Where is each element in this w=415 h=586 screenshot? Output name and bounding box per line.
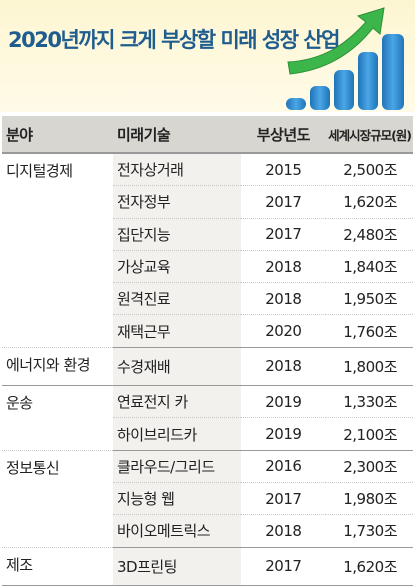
cell-tech: 집단지능 xyxy=(112,218,241,251)
cell-field: 제조 xyxy=(2,547,113,586)
table-row: 원격진료 2018 1,950조 xyxy=(2,282,413,316)
table-row: 하이브리드카 2019 2,100조 xyxy=(2,417,413,451)
cell-tech: 바이오메트릭스 xyxy=(112,514,241,548)
table-row: 에너지와 환경 수경재배 2018 1,800조 xyxy=(2,347,413,387)
growth-bar-4 xyxy=(358,52,378,110)
growth-bar-5 xyxy=(382,34,404,110)
cell-tech: 전자정부 xyxy=(112,185,241,219)
cell-year: 2017 xyxy=(240,482,327,516)
cell-field: 정보통신 xyxy=(2,450,113,548)
cell-year: 2018 xyxy=(240,347,327,387)
cell-tech: 전자상거래 xyxy=(112,153,241,187)
cell-tech: 3D프린팅 xyxy=(112,547,241,586)
table-row: 바이오메트릭스 2018 1,730조 xyxy=(2,514,413,548)
table-body: 디지털경제 전자상거래 2015 2,500조 전자정부 2017 1,620조 집단지능 20… xyxy=(2,153,413,586)
cell-year: 2018 xyxy=(240,514,327,548)
cell-tech: 지능형 웹 xyxy=(112,482,241,516)
table-row: 전자정부 2017 1,620조 xyxy=(2,185,413,219)
cell-year: 2016 xyxy=(240,450,327,483)
table-row: 가상교육 2018 1,840조 xyxy=(2,250,413,284)
growth-bars-arrow-icon xyxy=(286,7,404,110)
cell-tech: 가상교육 xyxy=(112,250,241,284)
cell-tech: 연료전지 카 xyxy=(112,385,241,419)
header-banner: 2020년까지 크게 부상할 미래 성장 산업 xyxy=(0,0,415,112)
page-title: 2020년까지 크게 부상할 미래 성장 산업 xyxy=(8,28,340,52)
industry-table: 분야 미래기술 부상년도 세계시장규모(원) 디지털경제 전자상거래 2015 2,5… xyxy=(2,116,413,586)
table-row: 정보통신 클라우드/그리드 2016 2,300조 xyxy=(2,450,413,548)
table-header-row: 분야 미래기술 부상년도 세계시장규모(원) xyxy=(2,116,413,154)
cell-tech: 재택근무 xyxy=(112,314,241,348)
header-year: 부상년도 xyxy=(240,116,327,154)
cell-year: 2018 xyxy=(240,250,327,284)
cell-field: 디지털경제 xyxy=(2,153,113,348)
cell-size: 1,760조 xyxy=(326,314,413,348)
header-size: 세계시장규모(원) xyxy=(326,116,413,154)
cell-year: 2020 xyxy=(240,314,327,348)
cell-tech: 클라우드/그리드 xyxy=(112,450,241,483)
table-row: 디지털경제 전자상거래 2015 2,500조 xyxy=(2,153,413,348)
cell-size: 2,500조 xyxy=(326,153,413,187)
growth-bar-1 xyxy=(286,98,306,110)
cell-year: 2019 xyxy=(240,385,327,419)
table-row: 집단지능 2017 2,480조 xyxy=(2,218,413,251)
cell-size: 2,480조 xyxy=(326,218,413,251)
cell-size: 1,950조 xyxy=(326,282,413,316)
cell-year: 2017 xyxy=(240,185,327,219)
growth-bar-2 xyxy=(310,86,330,110)
cell-year: 2015 xyxy=(240,153,327,187)
cell-size: 1,620조 xyxy=(326,547,413,586)
cell-size: 1,840조 xyxy=(326,250,413,284)
cell-size: 2,300조 xyxy=(326,450,413,483)
cell-size: 2,100조 xyxy=(326,417,413,451)
table-row: 제조 3D프린팅 2017 1,620조 xyxy=(2,547,413,586)
cell-size: 1,980조 xyxy=(326,482,413,516)
cell-year: 2018 xyxy=(240,282,327,316)
cell-size: 1,800조 xyxy=(326,347,413,387)
cell-tech: 원격진료 xyxy=(112,282,241,316)
cell-tech: 수경재배 xyxy=(112,347,241,387)
header-field: 분야 xyxy=(2,116,113,154)
cell-year: 2019 xyxy=(240,417,327,451)
table-row: 지능형 웹 2017 1,980조 xyxy=(2,482,413,516)
growth-bar-3 xyxy=(334,70,354,110)
cell-tech: 하이브리드카 xyxy=(112,417,241,451)
cell-year: 2017 xyxy=(240,547,327,586)
header-tech: 미래기술 xyxy=(112,116,241,154)
cell-field: 운송 xyxy=(2,385,113,451)
table-row: 재택근무 2020 1,760조 xyxy=(2,314,413,348)
cell-field: 에너지와 환경 xyxy=(2,347,113,387)
cell-size: 1,330조 xyxy=(326,385,413,419)
cell-size: 1,730조 xyxy=(326,514,413,548)
table-row: 운송 연료전지 카 2019 1,330조 xyxy=(2,385,413,451)
cell-year: 2017 xyxy=(240,218,327,251)
cell-size: 1,620조 xyxy=(326,185,413,219)
growth-arrow xyxy=(287,7,385,75)
